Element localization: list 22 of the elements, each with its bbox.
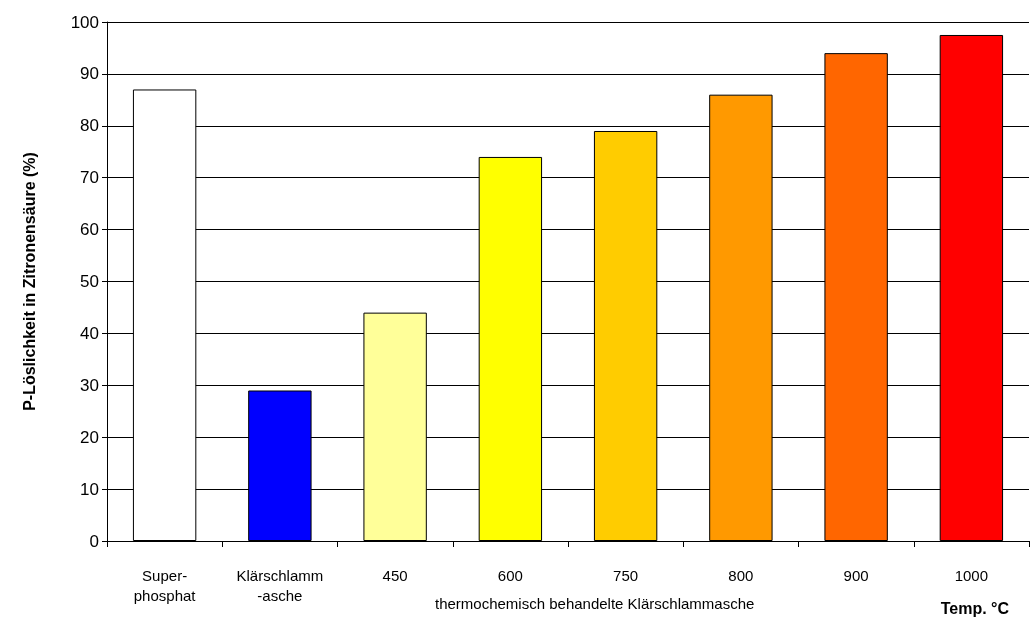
x-tick-label: 600 [497, 566, 523, 584]
y-tick-label: 0 [89, 531, 99, 551]
x-tick-label: 800 [728, 566, 754, 584]
y-axis-title: P-Löslichkeit in Zitronensäure (%) [20, 152, 38, 411]
y-tick-label: 40 [80, 323, 99, 343]
x-tick-label: 750 [613, 566, 639, 584]
y-tick-label: 60 [80, 220, 99, 240]
y-tick-label: 80 [80, 116, 99, 136]
y-tick-label: 30 [80, 375, 99, 395]
text: thermochemisch behandelte Klärschlammasche [435, 595, 755, 612]
y-tick-label: 10 [80, 479, 99, 499]
x-tick-label: 1000 [954, 566, 989, 584]
x-tick-label: Super- phosphat [133, 566, 197, 604]
y-tick-label: 50 [80, 272, 99, 291]
x-tick-label: 450 [382, 566, 408, 584]
x-axis-title: Temp. °C [940, 599, 1010, 617]
x-tick-label: Klärschlamm -asche [236, 566, 324, 604]
y-tick-label: 70 [80, 168, 99, 188]
x-tick-label: 900 [843, 566, 869, 584]
y-tick-label: 20 [80, 427, 99, 447]
y-tick-label: 90 [80, 64, 99, 84]
y-tick-label: 100 [70, 12, 99, 32]
